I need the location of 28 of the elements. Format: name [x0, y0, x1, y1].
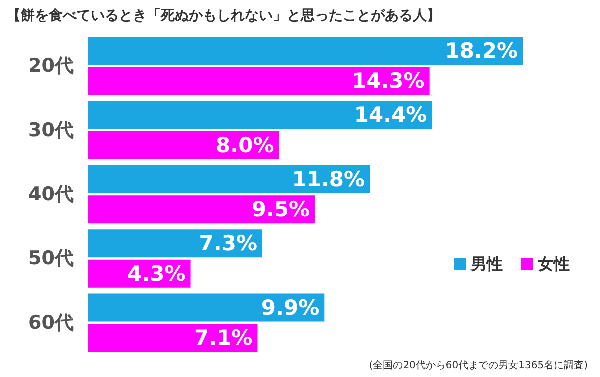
data-label: 9.5%	[252, 198, 310, 222]
y-tick-label: 30代	[28, 119, 74, 142]
bar	[88, 165, 370, 194]
y-tick-label: 40代	[28, 184, 74, 206]
bar	[88, 196, 316, 224]
data-label: 7.3%	[199, 232, 258, 256]
data-label: 14.3%	[352, 69, 425, 94]
data-label: 9.9%	[261, 296, 320, 320]
data-label: 8.0%	[216, 133, 274, 158]
text: (全国の20代から60代までの男女1365名に調査)	[369, 360, 588, 372]
data-label: 4.3%	[128, 262, 186, 286]
bar	[88, 230, 263, 258]
legend-label: 男性	[470, 254, 503, 274]
bar	[88, 101, 432, 130]
y-tick-label: 60代	[28, 312, 74, 334]
y-tick-label: 20代	[28, 55, 74, 78]
bar	[88, 67, 430, 96]
bar	[88, 131, 280, 160]
data-label: 18.2%	[445, 38, 518, 63]
data-label: 11.8%	[292, 167, 366, 192]
data-label: 14.4%	[354, 103, 428, 128]
y-tick-label: 50代	[28, 248, 74, 270]
data-label: 7.1%	[194, 326, 253, 350]
bar	[88, 36, 524, 65]
bar	[88, 294, 325, 322]
legend-label: 女性	[537, 254, 570, 274]
chart-title: 【餅を食べているとき「死ぬかもしれない」と思ったことがある人】	[7, 8, 441, 24]
bar	[88, 324, 258, 352]
